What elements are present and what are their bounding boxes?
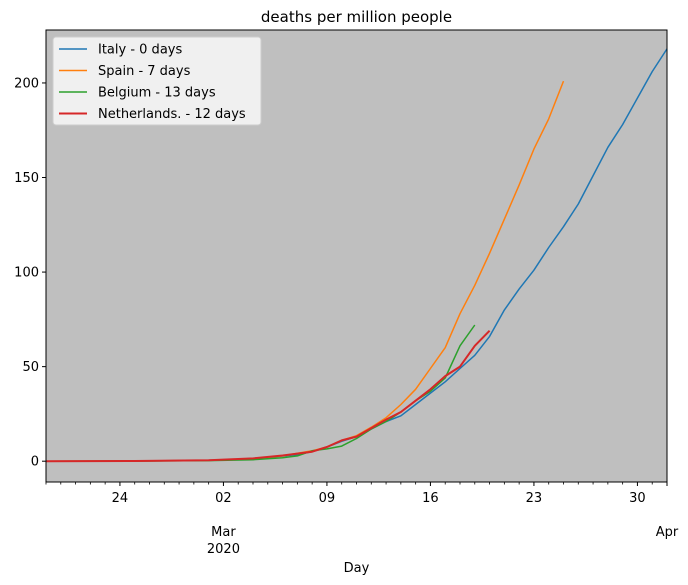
- y-tick-label: 200: [14, 76, 39, 91]
- x-tick-label: 30: [629, 491, 646, 506]
- x-tick-label: 09: [319, 491, 336, 506]
- legend-label: Spain - 7 days: [98, 64, 191, 79]
- y-tick-label: 100: [14, 266, 39, 281]
- legend-label: Netherlands. - 12 days: [98, 107, 246, 122]
- x-tick-sublabel: Mar: [211, 525, 236, 540]
- y-tick-label: 0: [31, 455, 39, 470]
- legend-label: Belgium - 13 days: [98, 86, 216, 101]
- legend-box: [52, 36, 262, 126]
- x-tick-sublabel: Apr: [656, 525, 679, 540]
- x-tick-label: 24: [112, 491, 129, 506]
- chart-title: deaths per million people: [261, 8, 452, 26]
- x-tick-label: 23: [526, 491, 543, 506]
- x-tick-label: 02: [215, 491, 232, 506]
- x-axis: 24 02 Mar 2020 09 16 23 30 Apr: [45, 482, 679, 557]
- x-tick-label: 16: [422, 491, 439, 506]
- series-line-3: [45, 330, 491, 463]
- x-axis-label: Day: [344, 561, 370, 576]
- y-tick-label: 50: [22, 360, 39, 375]
- series-line-2: [45, 324, 476, 462]
- series-layer: [45, 48, 668, 463]
- x-tick-sublabel-year: 2020: [207, 542, 240, 557]
- y-axis: 0 50 100 150 200: [14, 76, 46, 470]
- y-tick-label: 150: [14, 171, 39, 186]
- legend-label: Italy - 0 days: [98, 43, 182, 58]
- legend: Italy - 0 days Spain - 7 days Belgium - 13…: [52, 36, 262, 126]
